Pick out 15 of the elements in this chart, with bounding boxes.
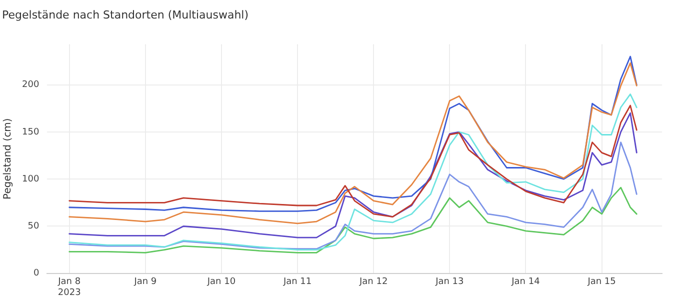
x-tick-label: Jan 14	[510, 277, 540, 288]
y-tick-label: 50	[28, 222, 40, 232]
chart-title: Pegelstände nach Standorten (Multiauswahl)	[2, 8, 249, 22]
x-tick-label: Jan 9	[133, 277, 157, 288]
y-axis-title: Pegelstand (cm)	[2, 118, 14, 200]
x-tick-label: Jan 8 2023	[57, 277, 81, 298]
y-tick-label: 150	[22, 127, 40, 138]
x-tick-label: Jan 15	[586, 277, 616, 288]
y-tick-label: 200	[22, 80, 40, 90]
y-tick-label: 100	[22, 174, 40, 184]
x-tick-label: Jan 11	[282, 277, 312, 288]
x-tick-label: Jan 10	[206, 277, 236, 288]
x-tick-label: Jan 13	[434, 277, 464, 288]
y-tick-label: 0	[33, 268, 40, 279]
x-tick-label: Jan 12	[358, 277, 388, 288]
